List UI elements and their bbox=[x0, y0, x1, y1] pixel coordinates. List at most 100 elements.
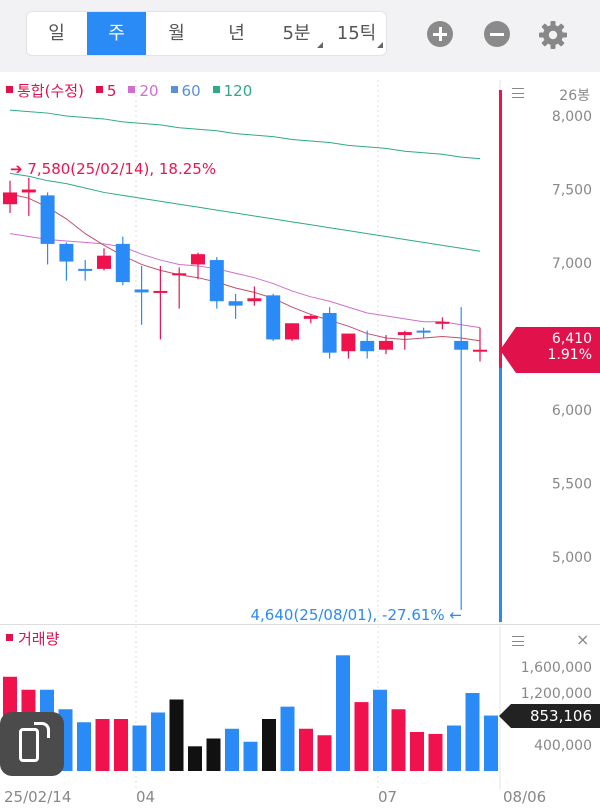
volume-bar bbox=[114, 719, 128, 771]
tab-label: 년 bbox=[228, 23, 245, 44]
indicator-legend: 통합(수정) 5 20 60 120 bbox=[6, 80, 264, 101]
dropdown-corner-icon bbox=[317, 42, 323, 48]
volume-bar bbox=[373, 689, 387, 771]
tab-4[interactable]: 5분 bbox=[267, 12, 326, 55]
volume-bar bbox=[354, 702, 369, 771]
date-label-apr: 04 bbox=[136, 788, 156, 806]
candle-body bbox=[153, 290, 168, 293]
volume-bar bbox=[299, 728, 313, 771]
date-label-start: 25/02/14 bbox=[4, 788, 72, 806]
current-volume-tag: 853,106 bbox=[499, 704, 600, 728]
ma20-line bbox=[9, 233, 481, 329]
legend-ma-label: 5 bbox=[106, 82, 117, 100]
settings-button[interactable] bbox=[538, 20, 568, 54]
candle-body bbox=[416, 330, 431, 333]
tab-label: 5분 bbox=[282, 23, 311, 44]
candle-body bbox=[247, 298, 262, 302]
candle-body bbox=[454, 340, 469, 350]
legend-ma-label: 20 bbox=[139, 82, 159, 100]
tab-0[interactable]: 일 bbox=[27, 12, 86, 55]
volume-bar bbox=[484, 715, 498, 771]
volume-bar bbox=[428, 733, 443, 771]
legend-ma-label: 60 bbox=[181, 82, 201, 100]
candle-body bbox=[303, 315, 318, 319]
candle-body bbox=[266, 295, 281, 340]
candle-body bbox=[285, 323, 299, 340]
volume-bar bbox=[447, 725, 461, 771]
volume-tick-label: 1,200,000 bbox=[521, 686, 592, 702]
price-tick-label: 5,500 bbox=[552, 477, 592, 493]
current-price: 6,410 bbox=[551, 331, 592, 347]
rotate-screen-button[interactable] bbox=[0, 712, 64, 776]
date-label-end: 08/06 bbox=[503, 788, 547, 806]
candle-body bbox=[78, 268, 93, 271]
volume-title: 거래량 bbox=[6, 628, 59, 649]
volume-bar bbox=[206, 738, 221, 771]
volume-bar bbox=[169, 699, 184, 771]
volume-bar bbox=[280, 706, 295, 771]
candle-body bbox=[435, 321, 450, 324]
legend-title-item[interactable]: 통합(수정) bbox=[6, 82, 90, 100]
legend-ma-20[interactable]: 20 bbox=[128, 82, 164, 100]
low-annotation: 4,640(25/08/01), -27.61% ← bbox=[251, 606, 463, 624]
chart-menu-icon[interactable] bbox=[512, 88, 524, 98]
volume-tick-label: 1,600,000 bbox=[521, 660, 592, 676]
candle-count-label: 26봉 bbox=[559, 88, 590, 104]
legend-ma-60[interactable]: 60 bbox=[170, 82, 207, 100]
tab-label: 일 bbox=[48, 23, 65, 44]
date-label-jul: 07 bbox=[378, 788, 398, 806]
ma5-line bbox=[9, 193, 481, 342]
price-tick-label: 5,000 bbox=[552, 550, 592, 566]
price-tick-label: 7,000 bbox=[552, 256, 592, 272]
candle-body bbox=[134, 289, 149, 293]
legend-ma-label: 120 bbox=[223, 82, 253, 100]
price-tick-label: 6,000 bbox=[552, 403, 592, 419]
tab-label: 월 bbox=[168, 23, 185, 44]
top-toolbar: 일 주 월 년 5분 15틱 bbox=[0, 0, 600, 72]
current-change: 1.91% bbox=[547, 347, 592, 363]
tab-2[interactable]: 월 bbox=[147, 12, 206, 55]
candle-body bbox=[322, 312, 337, 353]
candle-body bbox=[228, 301, 243, 306]
tab-5[interactable]: 15틱 bbox=[327, 12, 386, 55]
candle-body bbox=[115, 243, 130, 283]
tab-1[interactable]: 주 bbox=[87, 12, 146, 55]
candle-body bbox=[21, 189, 36, 193]
current-price-tag: 6,410 1.91% bbox=[500, 327, 600, 373]
gear-icon bbox=[539, 21, 567, 49]
price-tick-label: 7,500 bbox=[552, 183, 592, 199]
volume-bar bbox=[225, 728, 239, 771]
candle-body bbox=[40, 195, 55, 244]
panel-divider bbox=[0, 624, 600, 625]
volume-bar bbox=[77, 722, 91, 771]
volume-bar bbox=[132, 725, 147, 771]
tab-label: 15틱 bbox=[336, 23, 377, 44]
candle-body bbox=[97, 255, 111, 269]
volume-tick-label: 400,000 bbox=[534, 738, 592, 754]
legend-ma-120[interactable]: 120 bbox=[212, 82, 259, 100]
legend-ma-5[interactable]: 5 bbox=[95, 82, 123, 100]
ma120-line bbox=[9, 109, 481, 160]
candle-body bbox=[172, 273, 187, 276]
zoom-out-button[interactable] bbox=[484, 21, 510, 47]
candle-body bbox=[341, 333, 356, 352]
volume-bar bbox=[410, 732, 424, 771]
volume-menu-icon[interactable] bbox=[512, 636, 524, 646]
ma60-line bbox=[9, 172, 481, 252]
price-tick-label: 8,000 bbox=[552, 109, 592, 125]
price-range-up-bar bbox=[499, 90, 502, 368]
volume-bar bbox=[262, 719, 276, 771]
candle-body bbox=[3, 192, 17, 205]
volume-bar bbox=[465, 693, 480, 771]
candle-body bbox=[397, 332, 412, 336]
price-range-down-bar bbox=[499, 368, 502, 622]
volume-bar bbox=[391, 709, 406, 771]
tab-3[interactable]: 년 bbox=[207, 12, 266, 55]
close-icon[interactable]: × bbox=[576, 630, 590, 649]
candle-body bbox=[191, 254, 205, 265]
candle-body bbox=[360, 340, 375, 352]
zoom-in-button[interactable] bbox=[427, 21, 453, 47]
tab-label: 주 bbox=[108, 23, 125, 44]
volume-title-text: 거래량 bbox=[18, 630, 60, 648]
